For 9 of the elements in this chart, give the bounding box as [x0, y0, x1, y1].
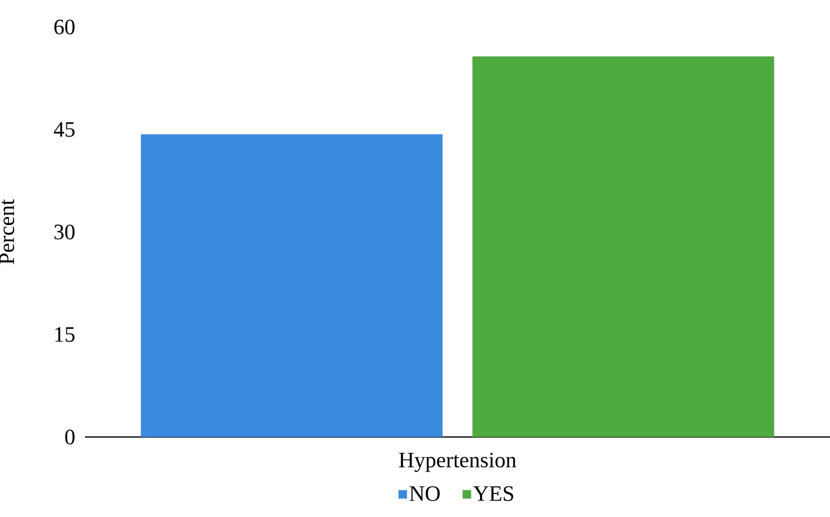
y-axis-title: Percent — [0, 199, 14, 264]
legend-label: NO — [410, 486, 440, 502]
y-tick-label: 45 — [54, 122, 75, 137]
y-tick-label: 30 — [54, 224, 75, 240]
y-tick-label: 60 — [54, 20, 75, 34]
legend-label: YES — [473, 486, 514, 502]
y-tick-label: 0 — [65, 430, 75, 444]
y-tick-label: 15 — [55, 327, 75, 342]
x-axis-title: Hypertension — [399, 452, 516, 472]
